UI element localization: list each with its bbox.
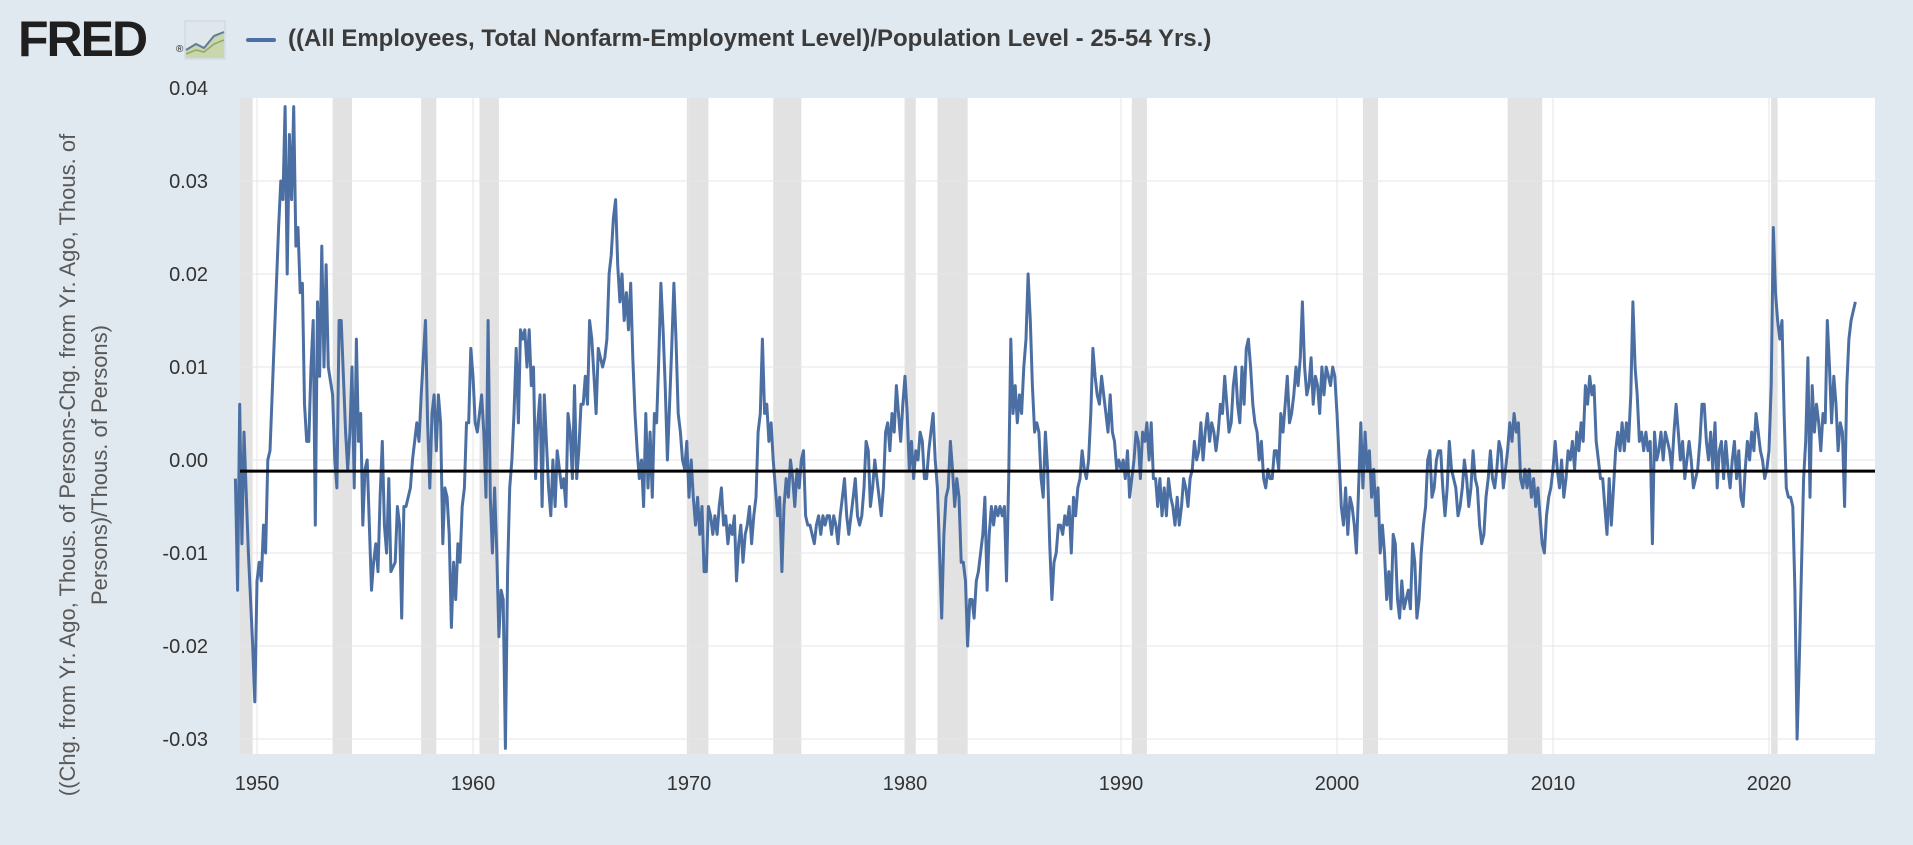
x-tick-label: 1960: [451, 773, 496, 795]
recession-band-6: [905, 98, 916, 754]
recession-band-11: [1771, 98, 1778, 754]
line-graph-icon: [184, 20, 226, 60]
x-tick-label: 1950: [235, 773, 280, 795]
y-tick-label: -0.02: [162, 636, 208, 658]
x-tick-label: 2020: [1747, 773, 1792, 795]
recession-band-7: [937, 98, 968, 754]
y-tick-label: 0.02: [169, 264, 208, 286]
y-tick-label: 0.00: [169, 450, 208, 472]
y-tick-label: 0.03: [169, 171, 208, 193]
recession-band-4: [686, 98, 709, 754]
x-tick-label: 2010: [1531, 773, 1576, 795]
x-tick-label: 1970: [667, 773, 712, 795]
x-tick-label: 2000: [1315, 773, 1360, 795]
y-axis-ticks: 0.04 0.03 0.02 0.01 0.00 -0.01 -0.02 -0.03: [162, 78, 208, 751]
recession-bands: [240, 98, 1778, 754]
chart-svg: 0.04 0.03 0.02 0.01 0.00 -0.01 -0.02 -0.03 1950…: [162, 78, 1875, 795]
series-line[interactable]: [233, 105, 1857, 750]
x-axis-ticks: 1950 1960 1970 1980 1990 2000 2010 2020: [235, 773, 1792, 795]
gridlines: [240, 87, 1875, 754]
y-tick-label: -0.01: [162, 543, 208, 565]
chart-title[interactable]: ((All Employees, Total Nonfarm-Employmen…: [288, 25, 1212, 52]
y-tick-label: -0.03: [162, 729, 208, 751]
registered-mark: ®: [176, 44, 184, 55]
recession-band-9: [1362, 98, 1379, 754]
recession-band-1: [332, 98, 353, 754]
legend-series-swatch: [246, 38, 276, 42]
y-tick-label: 0.01: [169, 357, 208, 379]
recession-band-8: [1131, 98, 1147, 754]
recession-band-5: [773, 98, 802, 754]
fred-wordmark: FRED: [18, 11, 148, 67]
x-tick-label: 1980: [883, 773, 928, 795]
x-tick-label: 1990: [1099, 773, 1144, 795]
header: FRED ® ((All Employees, Total Nonfarm-Em…: [0, 0, 1913, 80]
y-tick-label: 0.04: [169, 78, 208, 100]
recession-band-0: [240, 98, 253, 754]
